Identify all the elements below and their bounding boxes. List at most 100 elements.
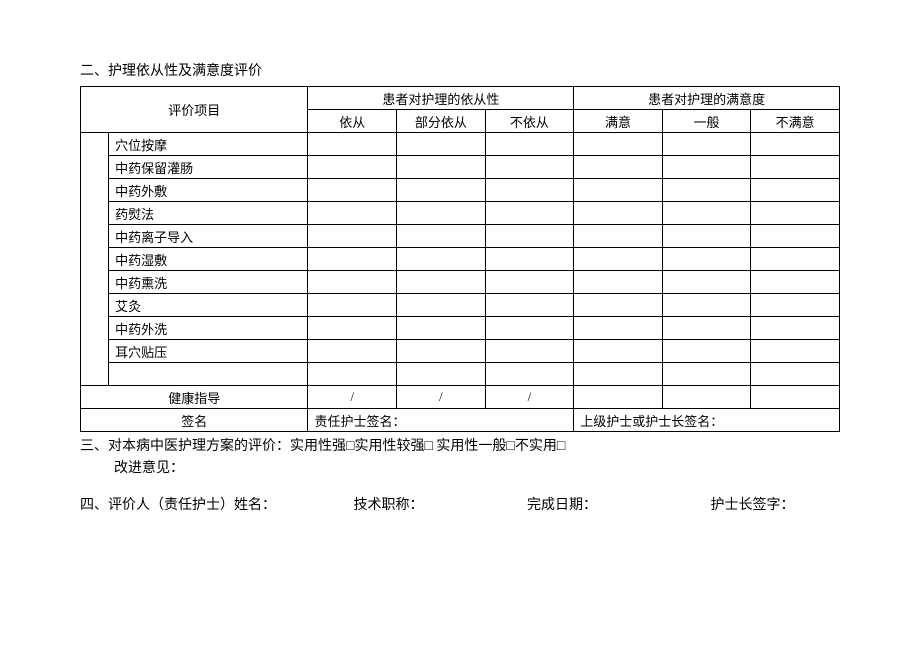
slash-cell: / <box>308 386 397 409</box>
table-row: 药熨法 <box>81 202 840 225</box>
cell <box>662 340 751 363</box>
cell <box>397 133 486 156</box>
sub-satisfaction-0: 满意 <box>574 110 663 133</box>
cell <box>662 133 751 156</box>
table-row: 中药湿敷 <box>81 248 840 271</box>
cell <box>308 317 397 340</box>
cell <box>308 363 397 386</box>
cell <box>485 248 574 271</box>
cell <box>308 340 397 363</box>
cell <box>574 363 663 386</box>
section3: 三、对本病中医护理方案的评价：实用性强□实用性较强□ 实用性一般□不实用□ 改进… <box>80 436 840 480</box>
cell <box>397 202 486 225</box>
section3-line2: 改进意见： <box>80 458 840 480</box>
complete-date-label: 完成日期： <box>527 494 707 514</box>
table-row: 中药外敷 <box>81 179 840 202</box>
row-label: 艾灸 <box>109 294 308 317</box>
cell <box>485 179 574 202</box>
header-compliance: 患者对护理的依从性 <box>308 87 574 110</box>
cell <box>662 363 751 386</box>
table-row: 中药外洗 <box>81 317 840 340</box>
cell <box>662 248 751 271</box>
cell <box>397 317 486 340</box>
cell <box>574 179 663 202</box>
cell <box>751 133 840 156</box>
table-row: 穴位按摩 <box>81 133 840 156</box>
cell <box>397 340 486 363</box>
cell <box>574 386 663 409</box>
row-label: 中药湿敷 <box>109 248 308 271</box>
cell <box>574 225 663 248</box>
row-label: 耳穴贴压 <box>109 340 308 363</box>
evaluator-name-label: 四、评价人（责任护士）姓名： <box>80 494 350 514</box>
cell <box>574 294 663 317</box>
health-guidance-label: 健康指导 <box>81 386 308 409</box>
head-nurse-sig-label: 护士长签字： <box>711 494 795 514</box>
row-group-cell <box>81 133 109 386</box>
cell <box>662 179 751 202</box>
cell <box>397 179 486 202</box>
cell <box>397 271 486 294</box>
cell <box>751 294 840 317</box>
table-row: 艾灸 <box>81 294 840 317</box>
table-row: 中药离子导入 <box>81 225 840 248</box>
cell <box>308 294 397 317</box>
signature-label: 签名 <box>81 409 308 432</box>
sub-satisfaction-1: 一般 <box>662 110 751 133</box>
cell <box>308 179 397 202</box>
cell <box>308 133 397 156</box>
cell <box>574 156 663 179</box>
cell <box>574 317 663 340</box>
cell <box>751 156 840 179</box>
cell <box>662 156 751 179</box>
row-label: 穴位按摩 <box>109 133 308 156</box>
row-label <box>109 363 308 386</box>
cell <box>397 225 486 248</box>
cell <box>485 156 574 179</box>
cell <box>751 202 840 225</box>
evaluation-table: 评价项目 患者对护理的依从性 患者对护理的满意度 依从 部分依从 不依从 满意 … <box>80 86 840 432</box>
row-label: 中药离子导入 <box>109 225 308 248</box>
table-row: 中药熏洗 <box>81 271 840 294</box>
cell <box>751 271 840 294</box>
cell <box>662 202 751 225</box>
sub-compliance-0: 依从 <box>308 110 397 133</box>
cell <box>397 156 486 179</box>
section4: 四、评价人（责任护士）姓名： 技术职称： 完成日期： 护士长签字： <box>80 494 840 514</box>
cell <box>485 340 574 363</box>
cell <box>485 271 574 294</box>
cell <box>397 363 486 386</box>
table-row <box>81 363 840 386</box>
cell <box>751 225 840 248</box>
cell <box>574 340 663 363</box>
cell <box>751 248 840 271</box>
row-label: 中药熏洗 <box>109 271 308 294</box>
cell <box>751 386 840 409</box>
cell <box>308 225 397 248</box>
row-label: 中药外敷 <box>109 179 308 202</box>
cell <box>485 202 574 225</box>
cell <box>574 202 663 225</box>
cell <box>662 225 751 248</box>
section3-line1: 三、对本病中医护理方案的评价：实用性强□实用性较强□ 实用性一般□不实用□ <box>80 436 840 458</box>
health-guidance-row: 健康指导 / / / <box>81 386 840 409</box>
slash-cell: / <box>485 386 574 409</box>
cell <box>751 363 840 386</box>
cell <box>485 363 574 386</box>
header-satisfaction: 患者对护理的满意度 <box>574 87 840 110</box>
section2-title: 二、护理依从性及满意度评价 <box>80 60 840 80</box>
cell <box>397 248 486 271</box>
cell <box>308 248 397 271</box>
senior-nurse-signature: 上级护士或护士长签名： <box>574 409 840 432</box>
cell <box>485 133 574 156</box>
cell <box>751 179 840 202</box>
cell <box>397 294 486 317</box>
slash-cell: / <box>397 386 486 409</box>
row-label: 中药保留灌肠 <box>109 156 308 179</box>
table-row: 中药保留灌肠 <box>81 156 840 179</box>
cell <box>662 271 751 294</box>
cell <box>574 133 663 156</box>
sub-compliance-1: 部分依从 <box>397 110 486 133</box>
cell <box>308 202 397 225</box>
row-label: 药熨法 <box>109 202 308 225</box>
